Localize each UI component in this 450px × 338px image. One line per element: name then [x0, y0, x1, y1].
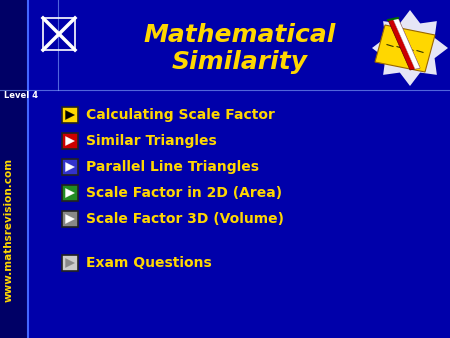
Polygon shape: [66, 111, 75, 119]
Polygon shape: [375, 25, 435, 72]
Text: Mathematical: Mathematical: [144, 23, 336, 47]
Bar: [62, 185, 78, 201]
Polygon shape: [66, 137, 75, 145]
Polygon shape: [388, 18, 420, 70]
Bar: [62, 211, 78, 227]
Text: Similarity: Similarity: [172, 50, 308, 74]
Text: Level 4: Level 4: [4, 91, 38, 99]
Text: www.mathsrevision.com: www.mathsrevision.com: [4, 158, 14, 302]
Text: Similar Triangles: Similar Triangles: [86, 134, 217, 148]
Bar: [62, 133, 78, 149]
Bar: [43, 18, 75, 50]
Bar: [62, 107, 78, 123]
Text: Parallel Line Triangles: Parallel Line Triangles: [86, 160, 259, 174]
Bar: [0, 0, 28, 338]
Bar: [62, 255, 78, 271]
Polygon shape: [66, 215, 75, 223]
Text: Exam Questions: Exam Questions: [86, 256, 212, 270]
Bar: [62, 159, 78, 175]
Polygon shape: [372, 10, 448, 86]
Polygon shape: [66, 163, 75, 171]
Text: Scale Factor 3D (Volume): Scale Factor 3D (Volume): [86, 212, 284, 226]
Polygon shape: [66, 259, 75, 267]
Polygon shape: [393, 18, 420, 69]
Polygon shape: [66, 189, 75, 197]
Text: Scale Factor in 2D (Area): Scale Factor in 2D (Area): [86, 186, 282, 200]
Text: Calculating Scale Factor: Calculating Scale Factor: [86, 108, 275, 122]
